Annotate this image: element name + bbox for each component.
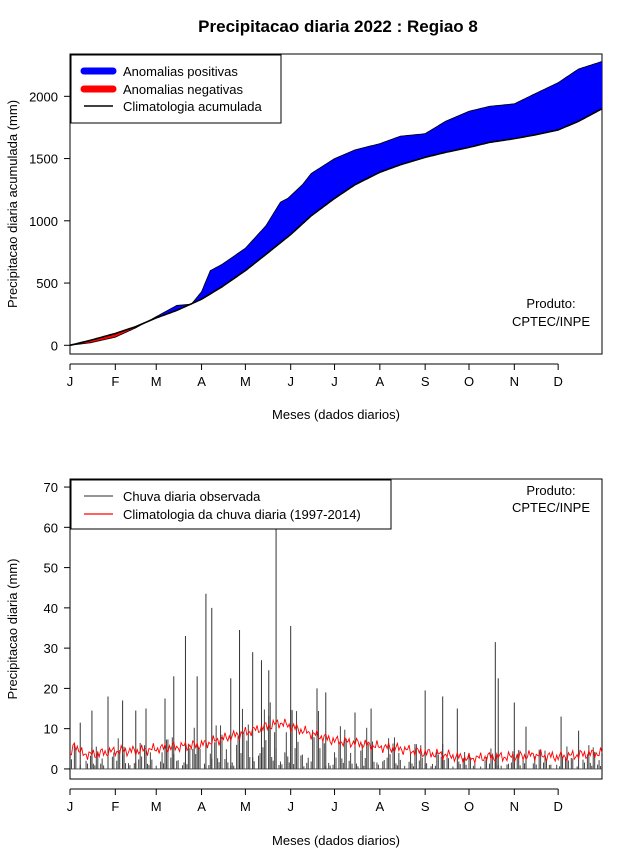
- cumulative-xtick-label-0: J: [67, 374, 74, 389]
- daily-legend-box: [70, 479, 392, 530]
- daily-bars-layer: [70, 527, 602, 770]
- daily-xtick-label-5: J: [287, 799, 294, 814]
- cumulative-y-axis: 0 500 1000 1500 2000: [29, 89, 70, 353]
- cumulative-credit-line-1: Produto:: [526, 296, 575, 311]
- cumulative-xtick-label-11: D: [553, 374, 562, 389]
- daily-legend: Chuva diaria observada Climatologia da c…: [70, 479, 392, 530]
- daily-ytick-label-2: 20: [44, 681, 58, 696]
- legend-daily-climatology-label: Climatologia da chuva diaria (1997-2014): [123, 507, 361, 522]
- positive-anomaly-area-4: [192, 61, 602, 304]
- cumulative-xtick-label-2: M: [151, 374, 162, 389]
- cumulative-xtick-label-8: S: [421, 374, 430, 389]
- cumulative-ytick-label-2: 1000: [29, 214, 58, 229]
- daily-xtick-label-11: D: [553, 799, 562, 814]
- daily-xtick-label-10: N: [510, 799, 519, 814]
- daily-xtick-label-9: O: [464, 799, 474, 814]
- legend-positive-label: Anomalias positivas: [123, 64, 238, 79]
- cumulative-xtick-label-5: J: [287, 374, 294, 389]
- cumulative-lines-layer: [69, 61, 603, 347]
- figure-title: Precipitacao diaria 2022 : Regiao 8: [198, 17, 478, 36]
- daily-ytick-label-7: 70: [44, 480, 58, 495]
- daily-ytick-label-3: 30: [44, 641, 58, 656]
- legend-negative-label: Anomalias negativas: [123, 82, 243, 97]
- cumulative-xtick-label-1: F: [111, 374, 119, 389]
- daily-x-label: Meses (dados diarios): [272, 833, 400, 848]
- daily-chart: 0 10 20 30 40 50 60 70 J F M A M J J A S O N D Meses (dado…: [5, 478, 603, 848]
- cumulative-y-label: Precipitacao diaria acumulada (mm): [5, 100, 20, 308]
- cumulative-ytick-label-1: 500: [36, 276, 58, 291]
- daily-xtick-label-3: A: [197, 799, 206, 814]
- cumulative-xtick-label-3: A: [197, 374, 206, 389]
- daily-ytick-label-4: 40: [44, 601, 58, 616]
- legend-observed-label: Chuva diaria observada: [123, 489, 261, 504]
- cumulative-ytick-label-0: 0: [51, 338, 58, 353]
- daily-ytick-label-0: 0: [51, 762, 58, 777]
- cumulative-legend: Anomalias positivas Anomalias negativas …: [70, 54, 282, 124]
- daily-ytick-label-5: 50: [44, 561, 58, 576]
- cumulative-xtick-label-4: M: [240, 374, 251, 389]
- daily-xtick-label-2: M: [151, 799, 162, 814]
- daily-xtick-label-7: A: [376, 799, 385, 814]
- observed-cumulative-line: [69, 61, 603, 346]
- daily-xtick-label-4: M: [240, 799, 251, 814]
- daily-credit-line-2: CPTEC/INPE: [512, 500, 590, 515]
- daily-xtick-label-1: F: [111, 799, 119, 814]
- cumulative-credit-line-2: CPTEC/INPE: [512, 314, 590, 329]
- daily-plot-frame: [69, 478, 603, 780]
- cumulative-xtick-label-10: N: [510, 374, 519, 389]
- daily-xtick-label-0: J: [67, 799, 74, 814]
- daily-xtick-label-6: J: [331, 799, 338, 814]
- daily-y-label: Precipitacao diaria (mm): [5, 559, 20, 700]
- daily-xtick-label-8: S: [421, 799, 430, 814]
- cumulative-xtick-label-9: O: [464, 374, 474, 389]
- cumulative-xtick-label-7: A: [376, 374, 385, 389]
- climatology-cumulative-line: [69, 108, 603, 347]
- daily-climatology-line: [69, 718, 603, 765]
- legend-climatology-label: Climatologia acumulada: [123, 99, 263, 114]
- daily-y-axis: 0 10 20 30 40 50 60 70: [44, 480, 70, 777]
- cumulative-x-label: Meses (dados diarios): [272, 407, 400, 422]
- cumulative-ytick-label-3: 1500: [29, 152, 58, 167]
- cumulative-ytick-label-4: 2000: [29, 89, 58, 104]
- cumulative-chart: 0 500 1000 1500 2000 J F M A M J J A S O N D Meses (dad…: [5, 53, 603, 422]
- daily-ytick-label-1: 10: [44, 722, 58, 737]
- daily-ytick-label-6: 60: [44, 520, 58, 535]
- cumulative-plot-frame: [69, 53, 603, 355]
- daily-climatology-layer: [69, 718, 603, 765]
- daily-credit-line-1: Produto:: [526, 483, 575, 498]
- cumulative-xtick-label-6: J: [331, 374, 338, 389]
